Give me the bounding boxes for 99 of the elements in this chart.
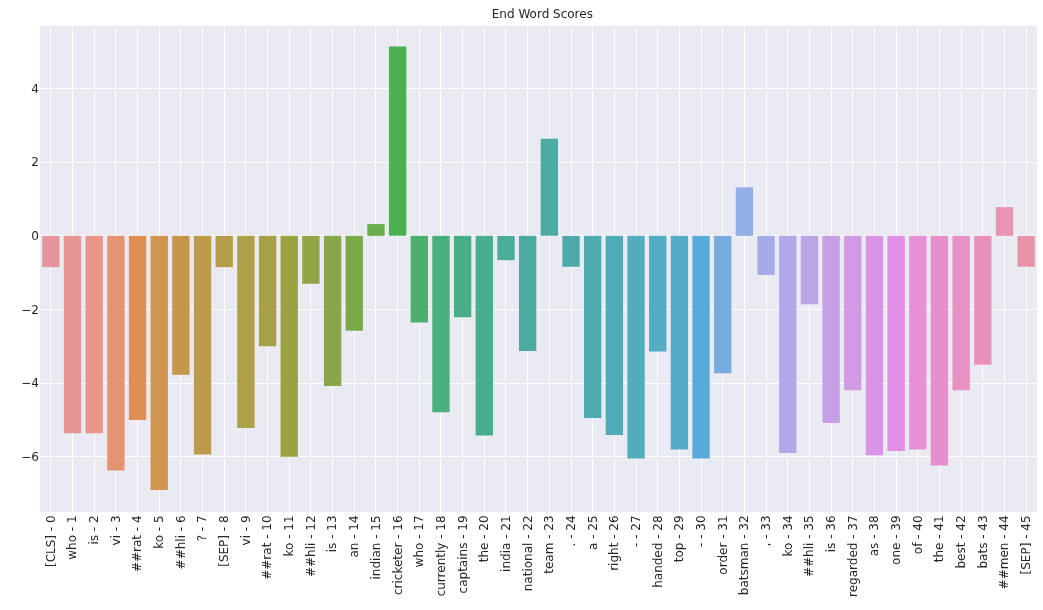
- bar: [649, 235, 667, 352]
- bar: [909, 235, 927, 450]
- x-tick-label: is - 13: [325, 515, 340, 553]
- x-tick-label: ko - 5: [152, 515, 167, 549]
- bar: [518, 235, 537, 352]
- x-tick-label: regarded - 37: [845, 515, 860, 597]
- x-tick-label: vi - 3: [108, 515, 123, 546]
- bar: [323, 235, 342, 387]
- y-tick-label: −2: [21, 302, 39, 317]
- x-tick-label: who - 17: [412, 515, 427, 568]
- bar: [562, 235, 580, 267]
- x-tick-label: as - 38: [867, 515, 882, 557]
- bar: [475, 235, 493, 436]
- x-tick-label: cricketer - 16: [390, 515, 405, 596]
- bar: [388, 46, 407, 236]
- bar: [63, 235, 82, 434]
- x-tick-label: bats - 43: [975, 515, 990, 569]
- x-tick-label: ##men - 44: [997, 515, 1012, 590]
- x-tick-label: ##rat - 4: [130, 515, 145, 573]
- y-tick-label: −4: [21, 376, 39, 391]
- y-tick-label: 0: [31, 229, 39, 244]
- bar: [692, 235, 710, 459]
- x-tick-label: [SEP] - 8: [217, 515, 232, 567]
- bar: [345, 235, 363, 331]
- bar: [410, 235, 428, 323]
- bar: [844, 235, 862, 391]
- bar: [42, 235, 60, 268]
- x-tick-label: handed - 28: [650, 515, 665, 588]
- x-tick-label: currently - 18: [433, 515, 448, 597]
- chart-title: End Word Scores: [491, 6, 593, 21]
- x-tick-label: . - 24: [563, 515, 578, 547]
- bar: [735, 187, 754, 236]
- bar: [584, 235, 602, 419]
- y-tick-label: 4: [31, 81, 39, 96]
- x-tick-label: [SEP] - 45: [1019, 515, 1034, 575]
- bar: [258, 235, 277, 347]
- y-tick-label: −6: [21, 449, 39, 464]
- bar: [757, 235, 775, 275]
- bar: [865, 235, 884, 456]
- x-tick-label: ko - 34: [780, 515, 795, 557]
- bar: [800, 235, 819, 305]
- x-tick-label: the - 41: [932, 515, 947, 563]
- x-tick-label: ? - 7: [195, 515, 210, 542]
- bar: [150, 235, 168, 490]
- x-tick-label: batsman - 32: [737, 515, 752, 596]
- x-tick-label: is - 2: [87, 515, 102, 545]
- bar: [995, 207, 1014, 236]
- bar: [540, 138, 559, 236]
- bar: [237, 235, 255, 429]
- bar: [952, 235, 970, 391]
- x-tick-label: an - 14: [347, 515, 362, 558]
- bar: [432, 235, 450, 413]
- x-tick-label: india - 21: [498, 515, 513, 572]
- bar: [85, 235, 103, 434]
- x-tick-label: vi - 9: [238, 515, 253, 546]
- bar: [822, 235, 840, 423]
- x-tick-label: - - 30: [693, 515, 708, 547]
- bar: [1017, 235, 1035, 267]
- x-tick-label: , - 33: [758, 515, 773, 547]
- x-tick-label: ##rat - 10: [260, 515, 275, 580]
- x-tick-label: order - 31: [715, 515, 730, 575]
- bar: [627, 235, 645, 459]
- bar: [605, 235, 624, 436]
- x-tick-label: a - 25: [585, 515, 600, 550]
- x-tick-label: ko - 11: [282, 515, 297, 557]
- bar: [367, 224, 385, 236]
- bar: [128, 235, 147, 420]
- y-tick-label: 2: [31, 155, 39, 170]
- bar: [974, 235, 992, 365]
- x-tick-label: [CLS] - 0: [43, 515, 58, 568]
- bar: [930, 235, 949, 466]
- bar: [887, 235, 905, 451]
- x-tick-label: best - 42: [954, 515, 969, 569]
- x-tick-label: ##hli - 6: [173, 515, 188, 570]
- x-tick-label: national - 22: [520, 515, 535, 592]
- bar: [107, 235, 125, 471]
- x-tick-label: top - 29: [672, 515, 687, 563]
- x-tick-label: right - 26: [607, 515, 622, 571]
- x-tick-label: is - 36: [824, 515, 838, 553]
- x-tick-label: indian - 15: [368, 515, 383, 580]
- x-tick-label: ##hli - 35: [802, 515, 817, 578]
- bar: [670, 235, 689, 450]
- x-tick-label: team - 23: [542, 515, 557, 574]
- bar: [193, 235, 212, 455]
- x-tick-label: one - 39: [889, 515, 904, 565]
- bar: [779, 235, 797, 454]
- bar: [302, 235, 320, 284]
- x-tick-label: - - 27: [628, 515, 643, 547]
- x-tick-label: ##hli - 12: [303, 515, 318, 578]
- bar: [497, 235, 515, 261]
- bar: [453, 235, 472, 318]
- x-tick-label: the - 20: [477, 515, 492, 563]
- bar: [172, 235, 190, 375]
- x-tick-label: who - 1: [65, 515, 80, 560]
- bar: [215, 235, 233, 268]
- bar: [280, 235, 298, 457]
- bar: [714, 235, 732, 374]
- x-tick-label: captains - 19: [455, 515, 470, 594]
- x-tick-label: of - 40: [910, 515, 925, 555]
